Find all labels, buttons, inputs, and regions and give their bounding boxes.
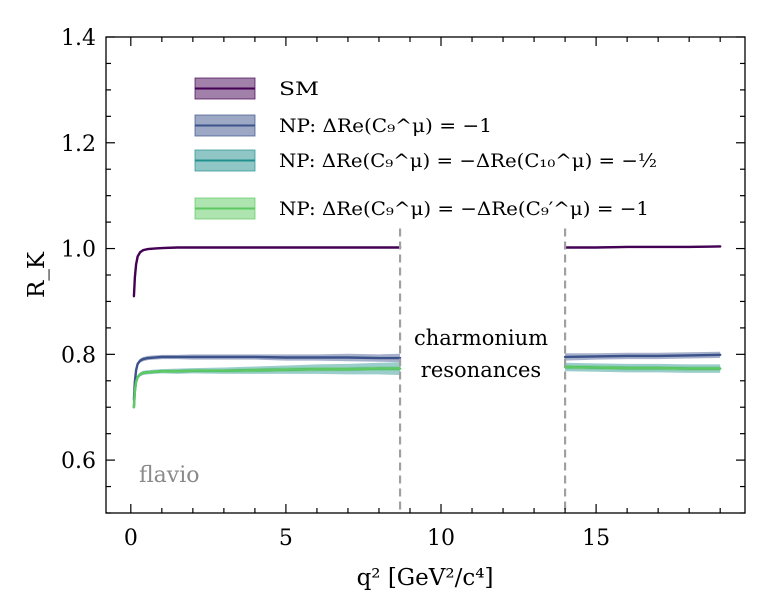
band-series-1-segment-0 <box>133 353 401 402</box>
legend-entry-np-c9-c10: NP: ΔRe(C₉^μ) = −ΔRe(C₁₀^μ) = −½ <box>194 149 657 172</box>
band-series-2-segment-0 <box>133 362 401 410</box>
legend-label-sm: SM <box>279 78 319 100</box>
legend-label-np-c9-c9p: NP: ΔRe(C₉^μ) = −ΔRe(C₉′^μ) = −1 <box>279 198 649 220</box>
x-tick-label-2: 10 <box>427 526 455 551</box>
line-series-1-segment-0 <box>132 355 402 401</box>
legend: SM NP: ΔRe(C₉^μ) = −1 NP: ΔRe(C₉^μ) = −Δ… <box>194 77 657 220</box>
legend-label-np-c9: NP: ΔRe(C₉^μ) = −1 <box>279 115 492 137</box>
series-lines <box>132 245 722 409</box>
x-tick-label-0: 0 <box>124 526 138 551</box>
resonance-gap-lines <box>398 228 567 513</box>
axis-tick-labels: 0 5 10 15 0.6 0.8 1.0 1.2 1.4 <box>61 26 610 551</box>
line-series-1-segment-1 <box>563 353 722 359</box>
flavio-watermark: flavio <box>139 463 200 488</box>
plot-frame <box>105 36 746 514</box>
line-series-0-segment-1 <box>563 245 722 249</box>
legend-label-np-c9-c10: NP: ΔRe(C₉^μ) = −ΔRe(C₁₀^μ) = −½ <box>279 150 657 172</box>
y-tick-label-0: 0.6 <box>61 449 96 474</box>
axis-ticks <box>106 36 745 514</box>
band-series-0-segment-0 <box>133 246 401 298</box>
y-tick-label-1: 0.8 <box>61 343 96 368</box>
x-tick-label-1: 5 <box>279 526 293 551</box>
x-tick-label-3: 15 <box>582 526 610 551</box>
y-axis-label: R_K <box>24 251 50 298</box>
y-tick-label-2: 1.0 <box>61 238 96 263</box>
x-axis-label: q² [GeV²/c⁴] <box>357 565 494 591</box>
annotation-charmonium: charmonium <box>414 326 548 350</box>
legend-entry-sm: SM <box>194 77 319 100</box>
line-series-3-segment-1 <box>563 365 722 370</box>
y-tick-label-4: 1.4 <box>61 26 96 51</box>
annotation-resonances: resonances <box>421 358 541 382</box>
legend-entry-np-c9: NP: ΔRe(C₉^μ) = −1 <box>194 114 492 137</box>
line-series-3-segment-0 <box>132 367 402 409</box>
y-tick-label-3: 1.2 <box>61 132 96 157</box>
legend-entry-np-c9-c9p: NP: ΔRe(C₉^μ) = −ΔRe(C₉′^μ) = −1 <box>194 197 649 220</box>
line-series-0-segment-0 <box>132 246 402 298</box>
